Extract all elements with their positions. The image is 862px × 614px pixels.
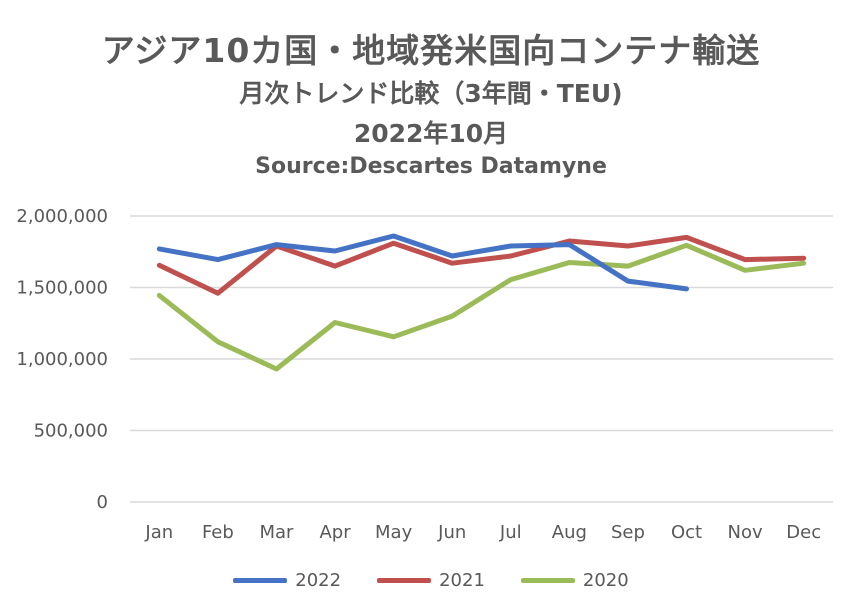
legend-swatch xyxy=(377,578,432,583)
x-tick-label: Nov xyxy=(728,522,763,543)
legend-item-2020: 2020 xyxy=(520,570,629,591)
series-line-2020 xyxy=(156,242,807,372)
x-tick-label: Jun xyxy=(437,522,466,543)
x-tick-label: May xyxy=(375,522,413,543)
x-tick-label: Mar xyxy=(259,522,294,543)
legend: 2022 2021 2020 xyxy=(0,570,862,591)
x-tick-label: Oct xyxy=(671,522,702,543)
chart-source: Source:Descartes Datamyne xyxy=(255,154,607,179)
series-line-2021 xyxy=(156,234,807,296)
legend-swatch xyxy=(520,578,575,583)
y-tick-label: 1,500,000 xyxy=(16,278,108,299)
x-axis-tick-labels: Jan Feb Mar Apr May Jun Jul Aug Sep Oct Nov Dec xyxy=(144,522,821,543)
x-tick-label: Sep xyxy=(611,522,645,543)
y-tick-label: 500,000 xyxy=(34,421,108,442)
y-tick-label: 2,000,000 xyxy=(16,206,108,227)
legend-item-2021: 2021 xyxy=(377,570,485,591)
x-tick-label: Aug xyxy=(552,522,587,543)
chart-title: アジア10カ国・地域発米国向コンテナ輸送 xyxy=(101,31,761,70)
x-tick-label: Apr xyxy=(319,522,351,543)
legend-label: 2020 xyxy=(582,570,629,591)
legend-label: 2021 xyxy=(439,570,485,591)
gridlines xyxy=(130,215,833,503)
y-tick-label: 1,000,000 xyxy=(16,349,108,370)
x-tick-label: Dec xyxy=(786,522,821,543)
series-lines xyxy=(156,233,807,372)
legend-item-2022: 2022 xyxy=(233,570,341,591)
x-tick-label: Jul xyxy=(499,522,522,543)
y-axis-tick-labels: 0 500,000 1,000,000 1,500,000 2,000,000 xyxy=(16,206,108,513)
x-tick-label: Feb xyxy=(202,522,234,543)
chart-subtitle: 月次トレンド比較（3年間・TEU) xyxy=(239,79,623,108)
chart-period: 2022年10月 xyxy=(353,119,509,148)
legend-swatch xyxy=(233,578,288,583)
y-tick-label: 0 xyxy=(97,492,108,513)
legend-label: 2022 xyxy=(295,570,342,591)
series-line-2022 xyxy=(156,233,689,292)
x-tick-label: Jan xyxy=(144,522,173,543)
